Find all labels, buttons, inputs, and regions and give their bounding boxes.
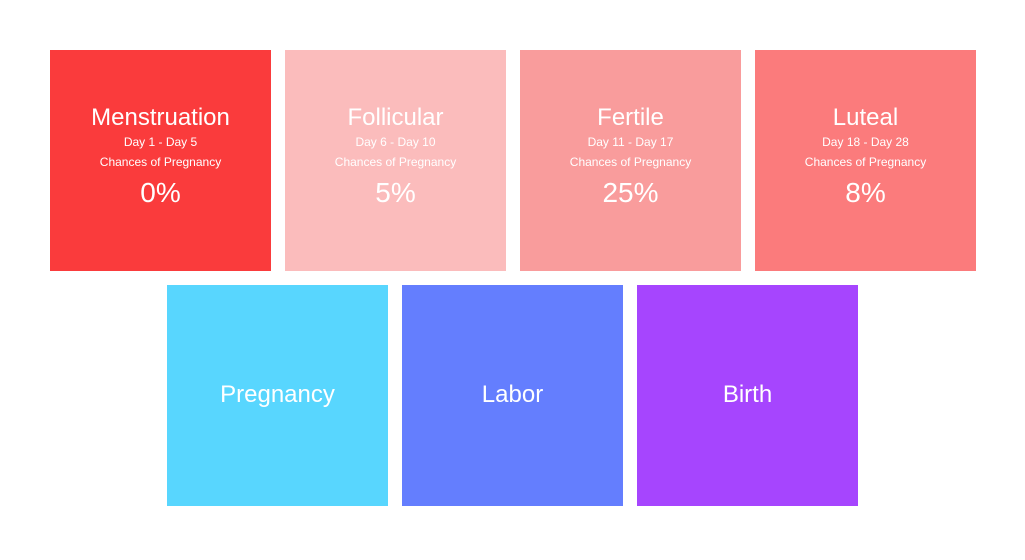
phase-tile-follicular[interactable]: Follicular Day 6 - Day 10 Chances of Pre… xyxy=(285,50,506,271)
phase-chance-label: Chances of Pregnancy xyxy=(804,155,927,169)
phase-chance-value: 8% xyxy=(845,177,886,208)
phase-title: Menstruation xyxy=(91,104,230,131)
phase-chance-value: 5% xyxy=(375,177,416,208)
phase-days: Day 6 - Day 10 xyxy=(355,135,436,149)
stage-tile-pregnancy[interactable]: Pregnancy xyxy=(167,285,388,506)
phase-chance-label: Chances of Pregnancy xyxy=(334,155,457,169)
phase-chance-value: 0% xyxy=(140,177,181,208)
phase-chance-label: Chances of Pregnancy xyxy=(569,155,692,169)
phase-tile-luteal[interactable]: Luteal Day 18 - Day 28 Chances of Pregna… xyxy=(755,50,976,271)
stage-title: Birth xyxy=(722,381,773,408)
phase-title: Follicular xyxy=(347,104,444,131)
phase-chance-label: Chances of Pregnancy xyxy=(99,155,222,169)
phase-title: Luteal xyxy=(832,104,899,131)
phase-chance-value: 25% xyxy=(602,177,659,208)
stage-tile-labor[interactable]: Labor xyxy=(402,285,623,506)
stage-title: Labor xyxy=(481,381,544,408)
phase-tile-fertile[interactable]: Fertile Day 11 - Day 17 Chances of Pregn… xyxy=(520,50,741,271)
phase-days: Day 1 - Day 5 xyxy=(123,135,198,149)
phase-tile-menstruation[interactable]: Menstruation Day 1 - Day 5 Chances of Pr… xyxy=(50,50,271,271)
phase-days: Day 11 - Day 17 xyxy=(587,135,674,149)
stage-tile-birth[interactable]: Birth xyxy=(637,285,858,506)
phase-days: Day 18 - Day 28 xyxy=(822,135,909,149)
phase-title: Fertile xyxy=(597,104,664,131)
stage-title: Pregnancy xyxy=(220,381,335,408)
